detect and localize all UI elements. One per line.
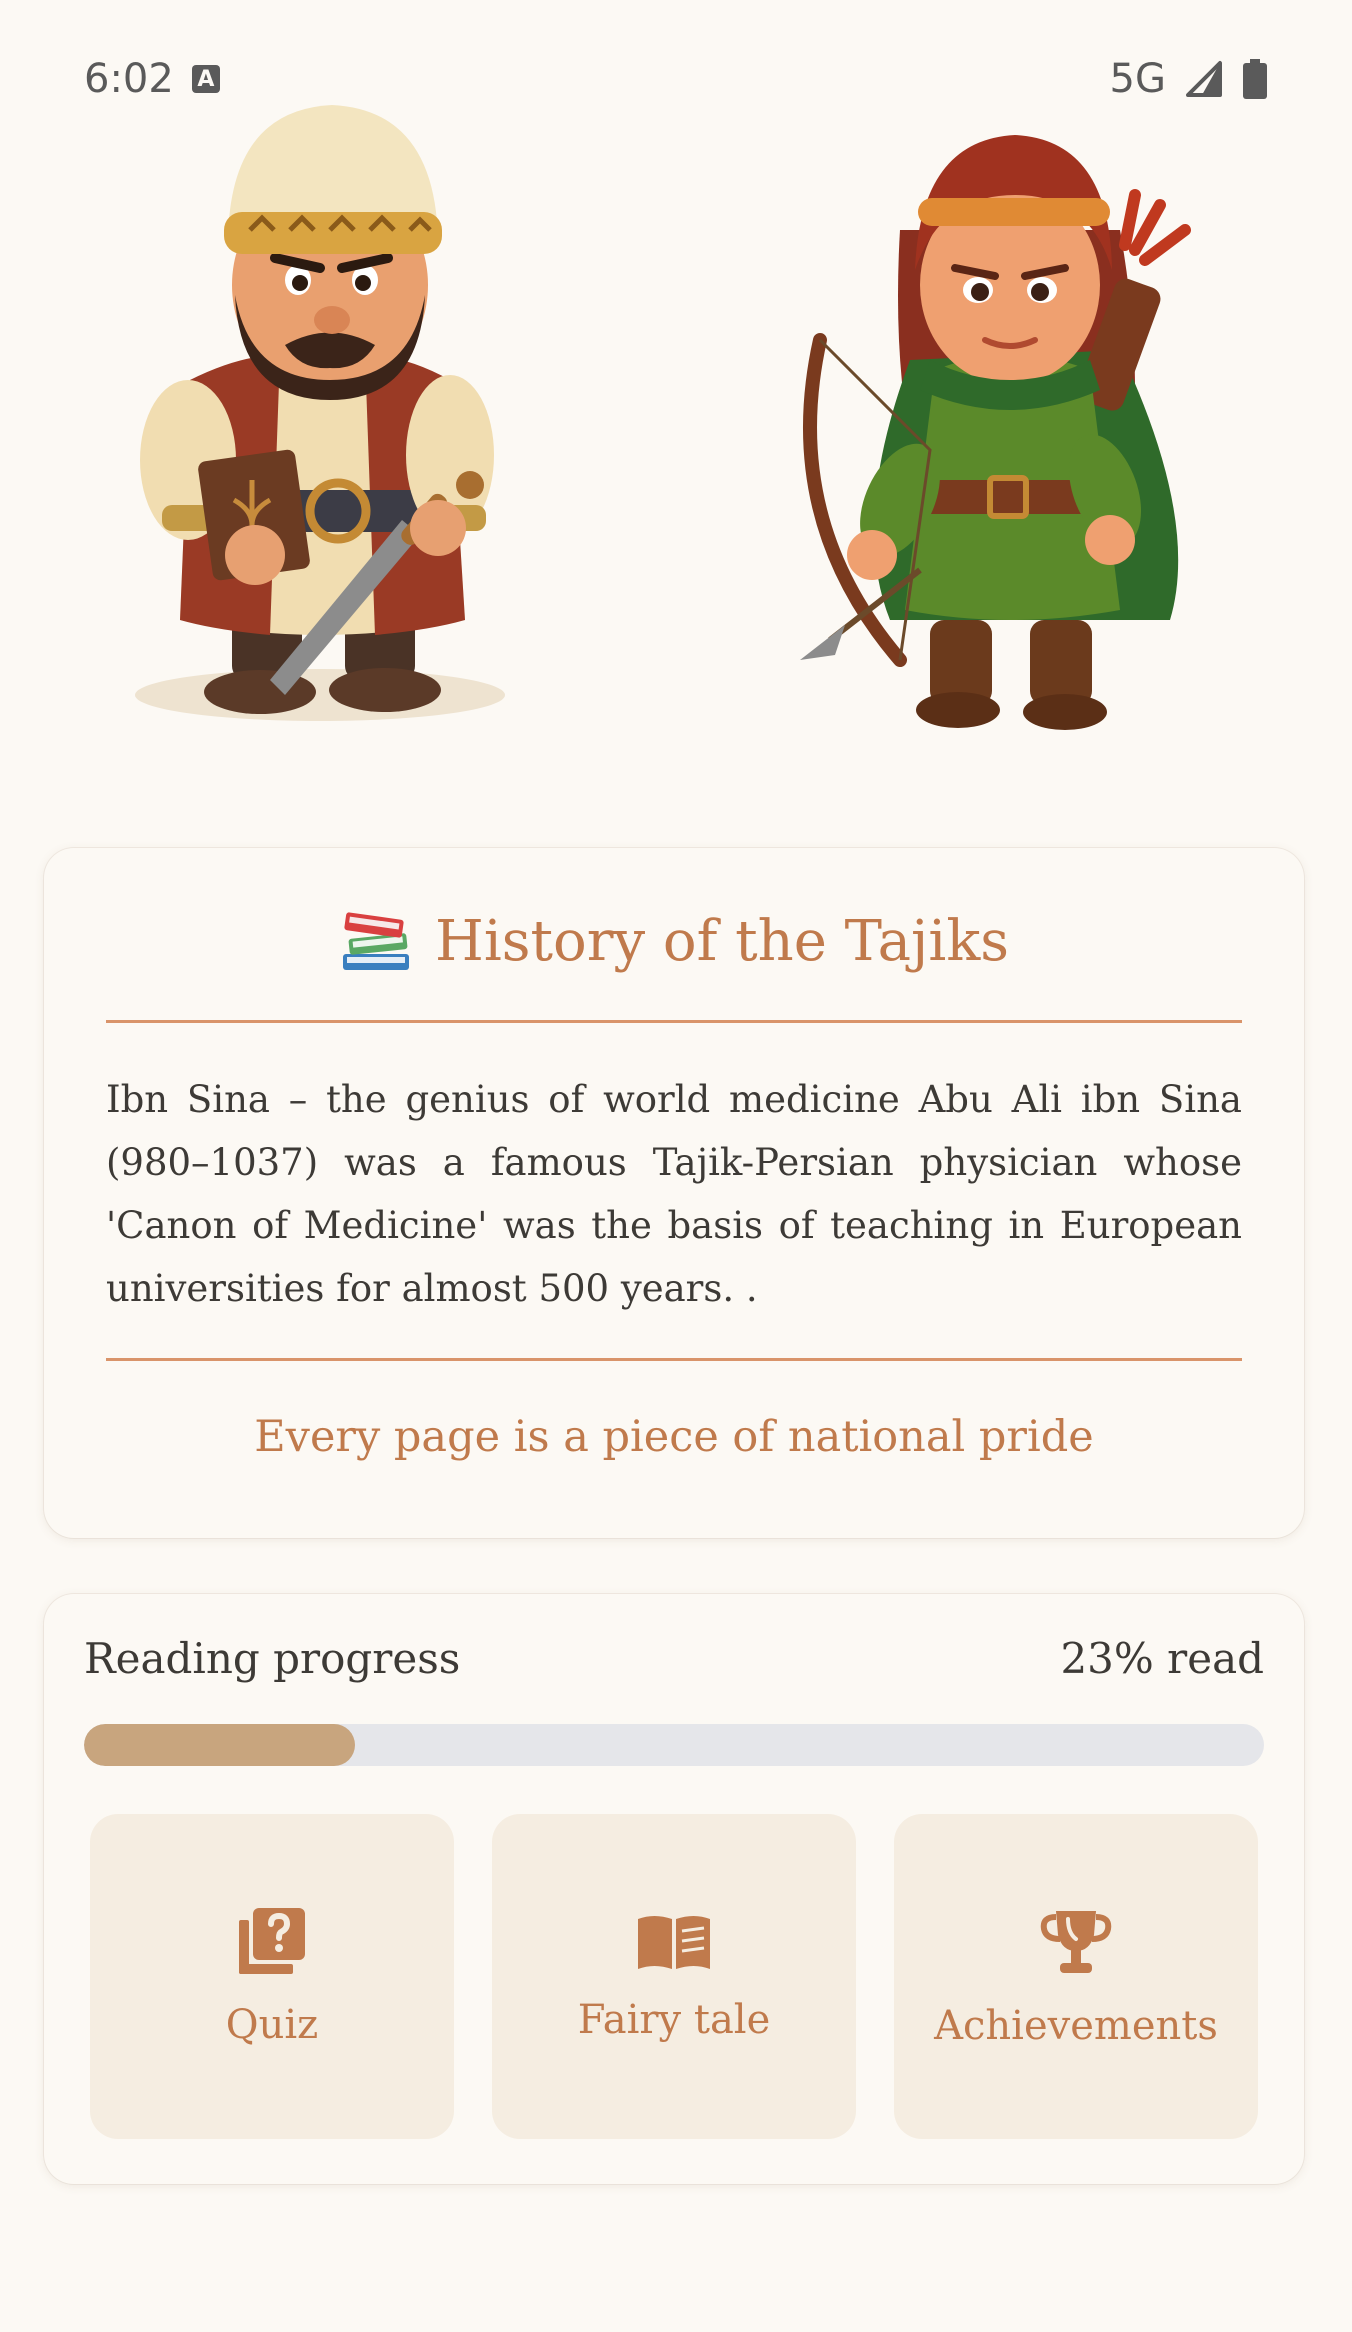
- quiz-icon: [239, 1907, 305, 1974]
- characters-illustration: [0, 80, 1352, 760]
- divider-bottom: [106, 1358, 1242, 1361]
- quiz-button[interactable]: Quiz: [90, 1814, 454, 2139]
- status-time: 6:02: [84, 56, 174, 102]
- progress-bar: [84, 1724, 1264, 1766]
- achievements-button[interactable]: Achievements: [894, 1814, 1258, 2139]
- history-text: Ibn Sina – the genius of world medicine …: [106, 1078, 1242, 1310]
- open-book-icon: [638, 1915, 710, 1969]
- progress-bar-fill: [84, 1724, 356, 1766]
- fairy-tale-button[interactable]: Fairy tale: [492, 1814, 856, 2139]
- battery-icon: [1243, 59, 1267, 99]
- achievements-label: Achievements: [934, 2002, 1218, 2049]
- trophy-icon: [1040, 1910, 1112, 1973]
- divider-top: [106, 1020, 1242, 1023]
- action-tiles: Quiz Fairy tale Achie: [90, 1814, 1258, 2139]
- status-right: 5G: [1110, 56, 1268, 102]
- history-tagline: Every page is a piece of national pride: [254, 1412, 1094, 1462]
- history-title: History of the Tajiks: [44, 908, 1304, 974]
- notification-icon: A: [191, 65, 220, 93]
- network-label: 5G: [1109, 56, 1166, 102]
- reading-progress-value: 23% read: [1060, 1634, 1264, 1683]
- books-icon: [343, 912, 409, 970]
- progress-card: Reading progress 23% read Quiz: [44, 1594, 1304, 2184]
- reading-progress-label: Reading progress: [84, 1634, 461, 1683]
- history-title-text: History of the Tajiks: [435, 908, 1009, 974]
- quiz-label: Quiz: [225, 2001, 319, 2048]
- archer-character: [800, 135, 1191, 730]
- fairy-tale-label: Fairy tale: [577, 1996, 771, 2043]
- scholar-warrior-character: [135, 105, 505, 721]
- status-left: 6:02 A: [84, 56, 220, 102]
- signal-icon: [1186, 61, 1222, 97]
- status-bar: 6:02 A 5G: [84, 52, 1268, 106]
- history-card: History of the Tajiks Ibn Sina – the gen…: [44, 848, 1304, 1538]
